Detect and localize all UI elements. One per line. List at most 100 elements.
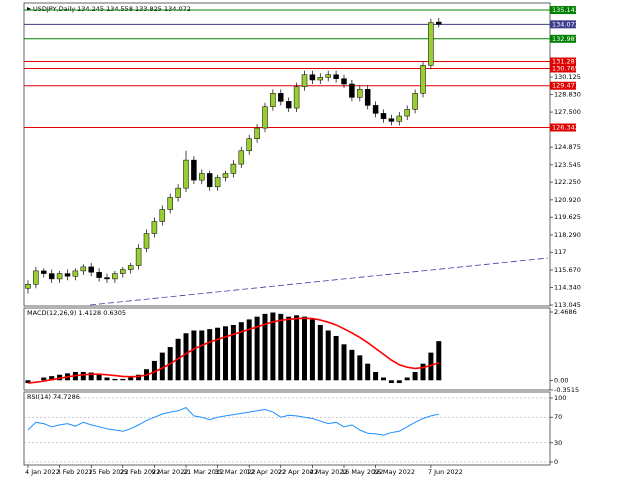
macd-bar — [112, 378, 118, 381]
candle-body — [72, 270, 79, 277]
macd-bar — [223, 326, 228, 381]
candle-body — [333, 74, 339, 79]
level-label: 134.072 — [552, 20, 579, 28]
x-tick-label: 4 Jan 2022 — [25, 468, 60, 476]
candle-body — [104, 277, 110, 280]
macd-bar — [238, 322, 244, 381]
x-tick-label: 15 Feb 2022 — [88, 468, 128, 476]
x-tick-label: 31 Mar 2022 — [215, 468, 256, 476]
candle-body — [380, 113, 387, 119]
candle-body — [56, 273, 63, 280]
y-tick-label: 119.625 — [554, 213, 581, 221]
x-tick-label: 26 May 2022 — [373, 468, 415, 476]
macd-bar — [325, 330, 331, 381]
macd-bar — [49, 376, 55, 381]
x-tick-label: 3 Feb 2022 — [57, 468, 93, 476]
y-tick-label: 128.830 — [554, 90, 581, 98]
macd-bar — [207, 329, 213, 381]
y-tick-label: 2.4686 — [554, 308, 577, 316]
candle-body — [270, 93, 276, 107]
y-tick-label: 30 — [554, 439, 562, 447]
candle-body — [151, 221, 158, 234]
candle-body — [191, 159, 197, 181]
candle-body — [199, 173, 205, 181]
candle-body — [33, 270, 39, 285]
candle-body — [396, 115, 403, 122]
y-tick-label: 127.500 — [554, 108, 581, 116]
macd-bar — [262, 313, 268, 381]
candle-body — [404, 109, 410, 117]
candle-body — [214, 177, 221, 188]
y-tick-label: 123.545 — [554, 161, 581, 169]
macd-bar — [128, 377, 134, 381]
candle-body — [80, 266, 87, 272]
macd-bar — [183, 333, 189, 381]
candle-body — [112, 273, 118, 280]
level-label: 135.143 — [552, 6, 579, 14]
macd-bar — [80, 371, 86, 381]
y-tick-label: 117 — [554, 248, 566, 256]
y-tick-label: 113.045 — [554, 301, 581, 309]
x-tick-label: 7 Jun 2022 — [428, 468, 463, 476]
macd-bar — [381, 377, 386, 381]
macd-bar — [317, 324, 323, 381]
macd-panel — [23, 307, 551, 391]
candle-body — [357, 89, 363, 98]
candle-body — [230, 163, 237, 174]
y-tick-label: 70 — [554, 413, 562, 421]
rsi-title: RSI(14) 74.7286 — [27, 393, 80, 401]
candle-body — [262, 106, 268, 129]
macd-bar — [230, 324, 236, 381]
candle-body — [317, 77, 324, 81]
macd-bar — [302, 316, 307, 381]
candle-body — [412, 93, 418, 110]
macd-bar — [120, 378, 126, 381]
candle-body — [88, 266, 94, 273]
rsi-panel — [23, 391, 551, 466]
y-tick-label: 100 — [554, 394, 566, 402]
macd-bar — [428, 352, 434, 381]
level-label-box — [550, 6, 576, 15]
candle-body — [309, 74, 316, 81]
x-tick-label: 21 Mar 2022 — [183, 468, 224, 476]
level-label-box — [550, 81, 576, 90]
x-tick-label: 16 May 2022 — [341, 468, 383, 476]
macd-bar — [388, 380, 394, 384]
macd-bar — [159, 352, 165, 381]
macd-bar — [199, 330, 205, 381]
candle-body — [120, 269, 126, 274]
macd-bar — [215, 327, 221, 381]
candle-body — [143, 233, 150, 249]
macd-bar — [151, 360, 157, 381]
candle-body — [372, 105, 379, 114]
macd-bar — [373, 371, 379, 381]
level-label-box — [550, 20, 576, 29]
macd-bar — [436, 341, 442, 381]
macd-bar — [136, 374, 142, 381]
y-tick-label: 130.125 — [554, 73, 581, 81]
main-panel — [23, 2, 551, 307]
candle-body — [41, 270, 47, 274]
y-tick-label: 0.00 — [554, 376, 568, 384]
macd-title: MACD(12,26,9) 1.4128 0.6305 — [27, 309, 126, 317]
candle-body — [349, 83, 355, 98]
candle-body — [48, 273, 55, 280]
y-tick-label: -0.3515 — [554, 386, 579, 394]
macd-bar — [104, 377, 110, 381]
macd-bar — [420, 363, 426, 381]
rsi-line — [27, 407, 439, 436]
macd-bar — [88, 372, 94, 381]
candle-body — [183, 159, 189, 189]
candle-body — [159, 209, 166, 222]
candle-body — [167, 197, 173, 210]
level-label-box — [550, 57, 576, 66]
macd-bar — [404, 377, 410, 381]
y-tick-label: 122.250 — [554, 178, 581, 186]
candle-body — [222, 173, 229, 178]
macd-bar — [365, 363, 371, 381]
candle-body — [325, 74, 331, 78]
macd-bar — [396, 380, 402, 384]
macd-bar — [341, 344, 347, 381]
